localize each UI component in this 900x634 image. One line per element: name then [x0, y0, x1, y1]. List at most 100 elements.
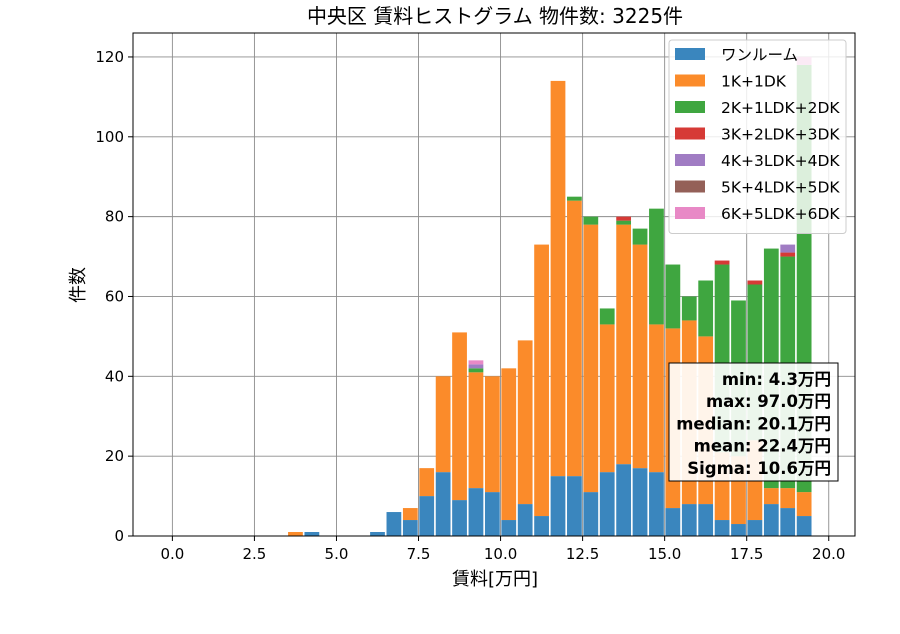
- bar-segment: [468, 364, 484, 369]
- bar-segment: [288, 532, 303, 536]
- bar-segment: [616, 464, 632, 536]
- x-tick-label: 12.5: [566, 545, 599, 563]
- bar-segment: [435, 376, 451, 473]
- axes: 0.0 2.5 5.0 7.5 10.0 12.5 15.0 17.5 20.0 0 20 40 60 8…: [95, 32, 856, 563]
- legend-label: 6K+5LDK+6DK: [721, 205, 840, 223]
- bar-segment: [468, 488, 484, 536]
- legend-swatch: [675, 101, 705, 113]
- plot-frame: [132, 32, 856, 537]
- bar-segment: [731, 524, 746, 536]
- legend-label: ワンルーム: [721, 46, 798, 64]
- legend-swatch: [675, 74, 705, 87]
- legend-label: 1K+1DK: [721, 73, 787, 91]
- bar-segment: [501, 520, 517, 536]
- bar-segment: [796, 516, 812, 536]
- bar-segment: [583, 216, 599, 225]
- bar-segment: [616, 224, 632, 465]
- bar-segment: [468, 372, 484, 489]
- stats-line: median: 20.1万円: [676, 414, 831, 433]
- bar-segment: [649, 208, 664, 325]
- bar-segment: [370, 532, 385, 536]
- x-tick-label: 0.0: [160, 545, 184, 563]
- y-tick-label: 20: [105, 447, 124, 465]
- bar-segment: [747, 520, 763, 536]
- bar-segment: [550, 476, 566, 536]
- bar-segment: [534, 516, 549, 536]
- stats-box: min: 4.3万円 max: 97.0万円 median: 20.1万円 mean:…: [668, 362, 839, 482]
- bar-segment: [567, 200, 582, 477]
- y-tick-label: 40: [105, 367, 124, 385]
- bar-segment: [665, 508, 681, 536]
- x-tick-label: 5.0: [325, 545, 349, 563]
- x-tick-label: 10.0: [484, 545, 517, 563]
- y-tick-label: 0: [114, 527, 124, 545]
- x-tick-label: 2.5: [242, 545, 266, 563]
- y-axis-label: 件数: [68, 267, 89, 303]
- bar-segment: [468, 368, 484, 373]
- bar-segment: [698, 280, 714, 337]
- legend-swatch: [675, 154, 705, 166]
- bar-segment: [780, 488, 796, 509]
- stats-line: Sigma: 10.6万円: [687, 459, 831, 478]
- bar-segment: [550, 80, 566, 477]
- bar-segment: [419, 468, 435, 497]
- bar-segment: [567, 196, 582, 201]
- legend-label: 3K+2LDK+3DK: [721, 126, 840, 144]
- bar-segment: [452, 500, 467, 536]
- bar-segment: [435, 472, 451, 536]
- bar-segment: [583, 224, 599, 493]
- legend-label: 4K+3LDK+4DK: [721, 152, 840, 170]
- bar-segment: [665, 264, 681, 329]
- bar-segment: [763, 504, 779, 536]
- bar-segment: [714, 260, 730, 265]
- bar-segment: [616, 216, 632, 221]
- stats-box-frame: [668, 362, 839, 482]
- legend-swatch: [675, 48, 705, 60]
- legend-swatch: [675, 180, 705, 193]
- y-tick-label: 60: [105, 287, 124, 305]
- bar-segment: [616, 220, 632, 225]
- stats-line: mean: 22.4万円: [694, 437, 831, 456]
- bar-segment: [632, 228, 648, 245]
- bar-segment: [681, 296, 697, 321]
- bar-segment: [599, 324, 615, 473]
- x-tick-label: 15.0: [648, 545, 681, 563]
- bar-segment: [632, 468, 648, 536]
- bar-segment: [681, 504, 697, 536]
- bar-segment: [763, 488, 779, 505]
- bar-segment: [599, 472, 615, 536]
- bar-segment: [517, 504, 533, 536]
- bar-segment: [517, 340, 533, 505]
- bar-segment: [698, 504, 714, 536]
- bar-segment: [304, 532, 320, 536]
- y-tick-label: 120: [95, 48, 124, 66]
- bar-segment: [567, 476, 582, 536]
- y-tick-label: 80: [105, 208, 124, 226]
- legend-label: 2K+1LDK+2DK: [721, 99, 840, 117]
- bar-segment: [714, 520, 730, 536]
- bar-segment: [386, 512, 402, 536]
- bar-segment: [796, 492, 812, 517]
- legend-swatch: [675, 207, 705, 219]
- bar-segment: [649, 472, 664, 536]
- x-tick-label: 7.5: [407, 545, 431, 563]
- legend-box: [668, 39, 847, 234]
- x-tick-label: 20.0: [812, 545, 845, 563]
- bar-segment: [452, 332, 467, 501]
- stats-line: max: 97.0万円: [706, 392, 831, 411]
- bar-segment: [501, 368, 517, 521]
- bar-segment: [402, 508, 418, 521]
- bar-segment: [747, 280, 763, 285]
- legend: ワンルーム 1K+1DK 2K+1LDK+2DK 3K+2LDK+3DK 4K+3LDK…: [668, 39, 847, 234]
- bar-segment: [583, 492, 599, 536]
- bar-segment: [780, 252, 796, 257]
- bar-segment: [468, 360, 484, 365]
- legend-label: 5K+4LDK+5DK: [721, 179, 840, 197]
- bar-segment: [599, 308, 615, 325]
- bar-segment: [402, 520, 418, 536]
- bar-segment: [419, 496, 435, 536]
- x-tick-label: 17.5: [730, 545, 763, 563]
- x-axis-label: 賃料[万円]: [452, 569, 538, 590]
- bar-segment: [484, 492, 500, 536]
